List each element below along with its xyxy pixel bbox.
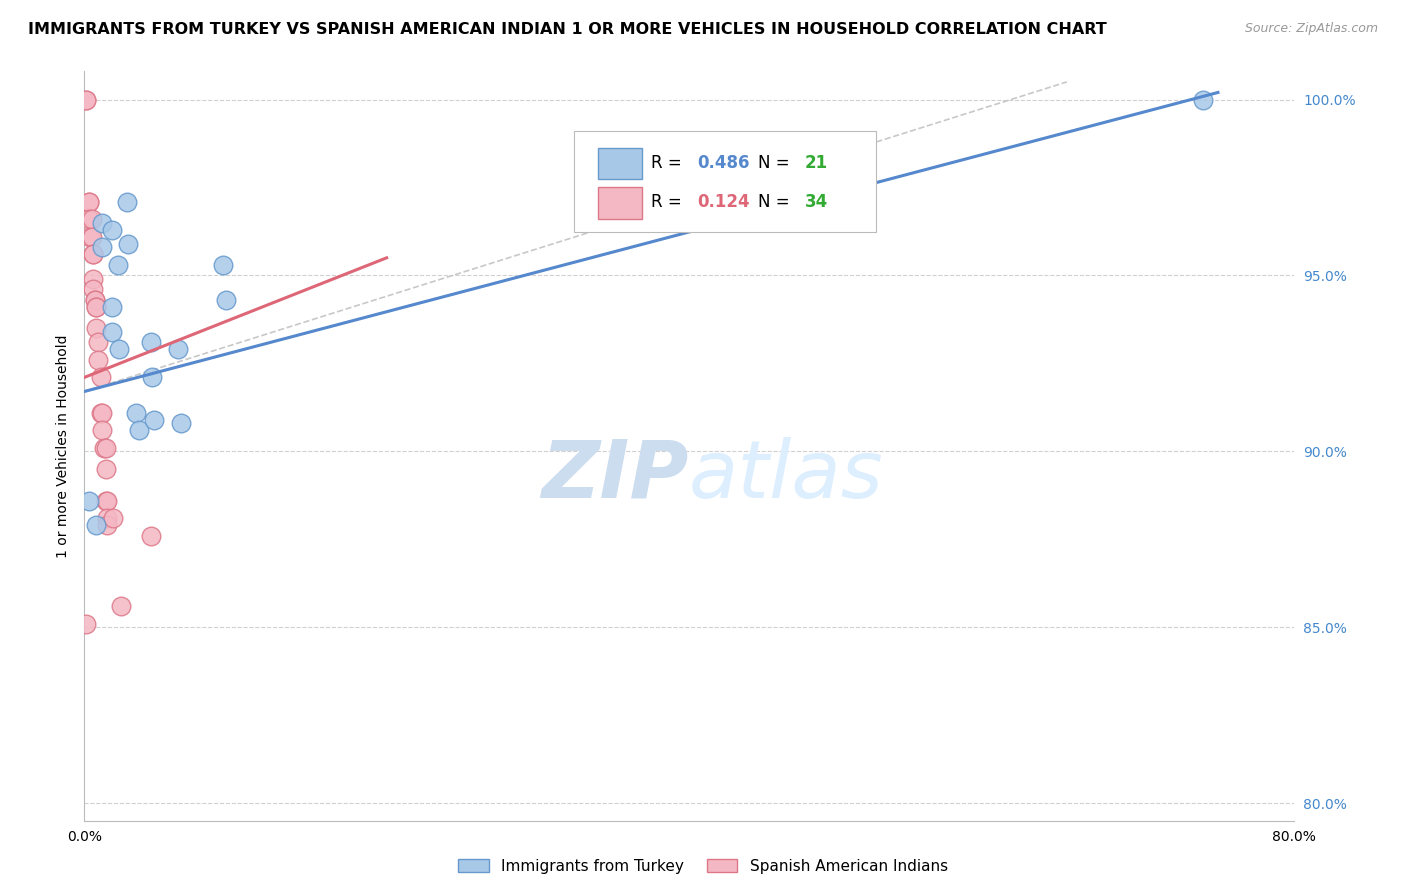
Text: N =: N = [758,194,794,211]
Legend: Immigrants from Turkey, Spanish American Indians: Immigrants from Turkey, Spanish American… [453,853,953,880]
Point [86,300,108,314]
Point [82,272,104,286]
Text: 0.486: 0.486 [697,153,749,171]
Point [87,352,110,367]
Point [115,194,138,209]
Point [167,343,190,357]
Point [96,493,118,508]
Text: R =: R = [651,153,688,171]
Point [86,300,108,314]
Text: Source: ZipAtlas.com: Source: ZipAtlas.com [1244,22,1378,36]
FancyBboxPatch shape [574,131,876,233]
Point [90,370,112,384]
Point [90,406,112,420]
Point [96,518,118,533]
Point [139,335,162,350]
Point [75,616,97,631]
Point [91,423,114,437]
Y-axis label: 1 or more Vehicles in Household: 1 or more Vehicles in Household [56,334,70,558]
Point [212,258,235,272]
Point [100,222,122,236]
Point [215,293,238,307]
Point [80,212,103,227]
Text: N =: N = [758,153,794,171]
Point [107,258,129,272]
Point [82,283,104,297]
Text: 34: 34 [806,194,828,211]
Point [84,293,107,307]
Point [91,216,114,230]
Point [86,518,108,533]
Point [77,212,100,227]
Point [94,462,117,476]
Point [100,325,122,339]
Point [1192,93,1215,107]
Text: 0.124: 0.124 [697,194,749,211]
Text: R =: R = [651,194,688,211]
Point [96,511,118,525]
Text: 21: 21 [806,153,828,171]
Point [93,441,115,455]
Point [108,343,131,357]
Point [82,247,104,261]
Point [77,194,100,209]
Point [75,93,97,107]
Text: ZIP: ZIP [541,437,689,515]
Point [141,370,163,384]
Point [101,511,124,525]
Point [125,406,148,420]
Point [170,416,193,430]
Point [139,529,162,543]
Point [84,293,107,307]
Point [82,247,104,261]
Point [142,412,165,426]
Point [75,93,97,107]
Text: atlas: atlas [689,437,884,515]
Point [86,321,108,335]
Point [91,406,114,420]
Text: IMMIGRANTS FROM TURKEY VS SPANISH AMERICAN INDIAN 1 OR MORE VEHICLES IN HOUSEHOL: IMMIGRANTS FROM TURKEY VS SPANISH AMERIC… [28,22,1107,37]
Point [94,441,117,455]
Point [79,229,101,244]
Point [117,236,139,251]
FancyBboxPatch shape [599,187,641,219]
Point [87,335,110,350]
Point [128,423,150,437]
FancyBboxPatch shape [599,148,641,179]
Point [77,194,100,209]
Point [110,599,132,613]
Point [77,493,100,508]
Point [94,493,117,508]
Point [91,240,114,254]
Point [100,300,122,314]
Point [80,229,103,244]
